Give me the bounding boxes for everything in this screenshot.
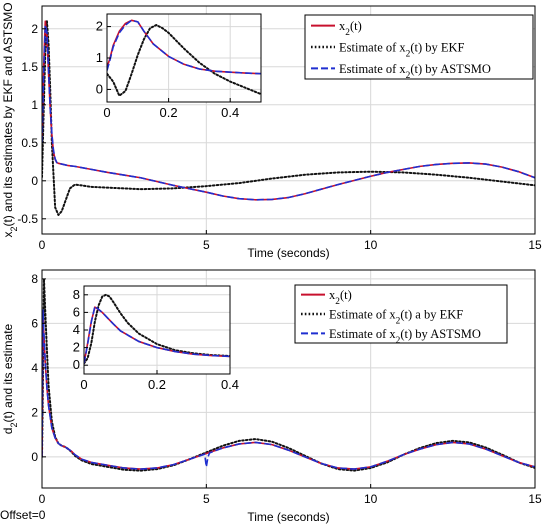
x-tick-label: 15 [528, 492, 542, 506]
y-axis-label: d2(t) and its estimate [1, 323, 19, 434]
chart-2: 0 5 10 15 0 2 4 6 8 d2(t) and its estimate Time (s… [1, 269, 542, 524]
y-tick-label: 1.5 [21, 60, 38, 74]
y-tick-label: 0 [31, 174, 38, 188]
chart-2-frame [41, 269, 536, 489]
y-tick-label: 8 [73, 287, 80, 302]
legend-label-true: x2(t) [329, 288, 352, 307]
y-tick-label: 0 [96, 81, 103, 96]
offset-status: Offset=0 [0, 508, 46, 522]
series-line-ekf [42, 20, 535, 216]
legend: x2(t) Estimate of x2(t) by EKF Estimate of… [304, 14, 534, 81]
legend-label-true: x2(t) [339, 19, 362, 38]
x-tick-label: 0 [39, 492, 46, 506]
series-line-astsmo [84, 305, 230, 364]
y-tick-label: 4 [73, 322, 80, 337]
x-axis-label: Time (seconds) [247, 510, 329, 524]
y-tick-label: 0.5 [21, 136, 38, 150]
legend-label-ekf: Estimate of x2(t) a by EKF [329, 308, 463, 327]
y-tick-label: 6 [31, 316, 38, 330]
y-tick-label: 2 [73, 340, 80, 355]
chart-1-frame [41, 5, 536, 235]
y-tick-label: 2 [96, 19, 103, 34]
x-tick-label: 0 [80, 377, 87, 392]
legend-box [294, 284, 508, 344]
legend-label-ekf: Estimate of x2(t) by EKF [339, 41, 465, 60]
inset-chart: 0 0.2 0.4 0 1 2 [96, 13, 262, 120]
legend: x2(t)Estimate of x2(t) a by EKFEstimate … [294, 284, 508, 346]
legend-label-astsmo: Estimate of x2(t) by ASTSMO [339, 62, 491, 81]
y-tick-label: 2 [31, 22, 38, 36]
series-line-ekf [84, 293, 230, 365]
series-line-ekf [107, 24, 261, 97]
y-tick-label: -0.5 [17, 212, 38, 226]
y-tick-label: 8 [31, 272, 38, 286]
y-tick-label: 1 [96, 50, 103, 65]
x-tick-label: 5 [203, 492, 210, 506]
y-axis-label: x2(t) and its estimates by EKF and ASTSM… [1, 2, 19, 237]
series-line-astsmo [107, 19, 261, 75]
x-tick-label: 10 [364, 492, 378, 506]
x-axis-label: Time (seconds) [247, 246, 329, 260]
chart-2-series-group [42, 277, 535, 472]
legend-box [304, 14, 534, 80]
x-tick-label: 0 [103, 105, 110, 120]
x-tick-label: 0 [39, 238, 46, 252]
series-line-astsmo [42, 309, 535, 470]
y-tick-label: 4 [31, 361, 38, 375]
y-tick-label: 2 [31, 405, 38, 419]
x-tick-label: 0.2 [160, 105, 178, 120]
inset-series-group [84, 293, 230, 365]
chart-1-series-group [42, 20, 535, 216]
y-tick-label: 0 [31, 450, 38, 464]
x-tick-label: 5 [203, 238, 210, 252]
y-tick-label: 1 [31, 98, 38, 112]
y-tick-label: 6 [73, 304, 80, 319]
x-tick-label: 10 [364, 238, 378, 252]
series-line-astsmo [42, 24, 535, 201]
legend-label-astsmo: Estimate of x2(t) by ASTSMO [329, 327, 481, 346]
x-tick-label: 0.2 [148, 377, 166, 392]
y-tick-label: 0 [73, 357, 80, 372]
x-tick-label: 0.4 [221, 105, 239, 120]
inset-chart: 0 0.2 0.4 0 2 4 6 8 [73, 285, 239, 392]
inset-series-group [107, 19, 261, 97]
x-tick-label: 0.4 [221, 377, 239, 392]
x-tick-label: 15 [528, 238, 542, 252]
